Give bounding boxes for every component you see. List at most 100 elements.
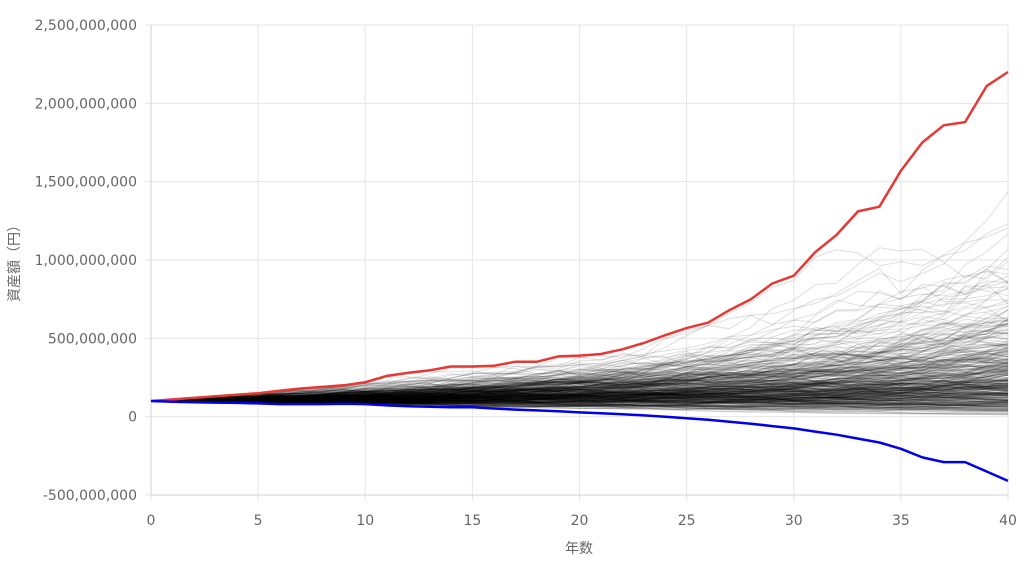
- simulation-path-line: [150, 366, 1009, 403]
- simulation-path-line: [150, 395, 1009, 403]
- simulation-path-line: [150, 312, 1009, 402]
- simulation-path-line: [150, 375, 1009, 403]
- simulation-path-line: [150, 367, 1009, 402]
- simulation-path-line: [150, 378, 1009, 402]
- simulation-path-line: [150, 384, 1009, 403]
- simulation-path-line: [150, 280, 1009, 403]
- min-series-line: [150, 399, 1009, 483]
- simulation-path-line: [150, 318, 1009, 402]
- simulation-path-line: [150, 354, 1009, 403]
- simulation-path-line: [150, 390, 1009, 407]
- simulation-path-line: [150, 383, 1009, 404]
- simulation-path-line: [150, 275, 1009, 403]
- simulation-path-line: [150, 392, 1009, 404]
- highlight-series: [150, 70, 1009, 483]
- simulation-path-line: [150, 343, 1009, 403]
- simulation-path-line: [150, 322, 1009, 404]
- simulation-path-line: [150, 387, 1009, 403]
- simulation-path-line: [150, 365, 1009, 404]
- simulation-path-line: [150, 397, 1009, 406]
- simulation-path-line: [150, 396, 1009, 408]
- simulation-path-line: [150, 368, 1009, 403]
- simulation-path-line: [150, 351, 1009, 402]
- simulation-path-line: [150, 374, 1009, 404]
- simulation-path-line: [150, 388, 1009, 404]
- simulation-path-line: [150, 353, 1009, 404]
- simulation-path-line: [150, 396, 1009, 406]
- simulation-path-line: [150, 397, 1009, 414]
- simulation-path-line: [150, 380, 1009, 402]
- simulation-path-line: [150, 364, 1009, 402]
- simulation-path-line: [150, 351, 1009, 403]
- y-tick-label: 1,500,000,000: [35, 175, 137, 191]
- simulation-path-line: [150, 389, 1009, 403]
- simulation-path-line: [150, 371, 1009, 403]
- simulation-path-line: [150, 282, 1009, 402]
- simulation-path-line: [150, 335, 1009, 403]
- simulation-path-line: [150, 392, 1009, 404]
- simulation-path-line: [150, 393, 1009, 402]
- simulation-path-line: [150, 398, 1009, 411]
- simulation-path-line: [150, 390, 1009, 406]
- simulation-path-line: [150, 373, 1009, 402]
- simulation-path-line: [150, 394, 1009, 402]
- simulation-path-line: [150, 348, 1009, 402]
- simulation-path-line: [150, 384, 1009, 402]
- simulation-path-line: [150, 394, 1009, 404]
- simulation-path-line: [150, 363, 1009, 404]
- simulation-path-line: [150, 318, 1009, 402]
- simulation-path-line: [150, 391, 1009, 402]
- simulation-path-line: [150, 339, 1009, 404]
- simulation-path-line: [150, 369, 1009, 402]
- simulation-path-line: [150, 381, 1009, 402]
- simulation-path-line: [150, 398, 1009, 406]
- simulation-path-line: [151, 305, 1009, 402]
- simulation-path-line: [150, 392, 1009, 403]
- simulation-path-line: [150, 397, 1009, 410]
- simulation-path-line: [150, 319, 1009, 402]
- simulation-path-line: [150, 380, 1009, 403]
- simulation-path-line: [151, 397, 1009, 416]
- simulation-path-line: [150, 358, 1009, 403]
- simulation-path-line: [150, 374, 1009, 403]
- simulation-path-line: [150, 385, 1009, 405]
- simulation-path-line: [150, 395, 1009, 404]
- simulation-path-line: [150, 374, 1009, 405]
- simulation-path-line: [150, 361, 1009, 404]
- simulation-path-line: [150, 354, 1009, 402]
- simulation-path-line: [150, 382, 1009, 404]
- simulation-path-line: [150, 372, 1009, 404]
- simulation-path-line: [150, 398, 1009, 405]
- simulation-path-line: [150, 394, 1009, 403]
- simulation-path-line: [150, 323, 1009, 402]
- simulation-path-line: [150, 378, 1009, 402]
- simulation-path-line: [150, 395, 1009, 403]
- simulation-path-line: [150, 318, 1009, 402]
- simulation-path-line: [150, 386, 1009, 402]
- simulation-path-line: [150, 394, 1009, 405]
- simulation-path-line: [150, 377, 1009, 403]
- simulation-path-line: [150, 384, 1009, 404]
- simulation-path-line: [150, 400, 1009, 409]
- simulation-path-line: [150, 300, 1009, 402]
- y-tick-label: 1,000,000,000: [35, 253, 137, 269]
- simulation-path-line: [150, 378, 1009, 402]
- simulation-path-line: [150, 363, 1009, 402]
- simulation-path-line: [150, 389, 1009, 404]
- simulation-path-line: [150, 399, 1009, 410]
- simulation-path-line: [150, 365, 1009, 403]
- simulation-path-line: [150, 332, 1009, 402]
- simulation-path-line: [151, 384, 1009, 402]
- simulation-path-line: [150, 380, 1009, 402]
- simulation-path-line: [150, 385, 1009, 405]
- simulation-path-line: [150, 359, 1009, 403]
- simulation-path-line: [150, 368, 1009, 402]
- simulation-path-line: [150, 353, 1009, 402]
- simulation-path-line: [150, 270, 1009, 403]
- simulation-path-line: [150, 344, 1009, 402]
- simulation-path-line: [150, 357, 1009, 403]
- simulation-path-line: [150, 397, 1009, 403]
- simulation-path-line: [150, 390, 1009, 405]
- simulation-path-line: [150, 370, 1009, 402]
- simulation-path-line: [150, 340, 1009, 402]
